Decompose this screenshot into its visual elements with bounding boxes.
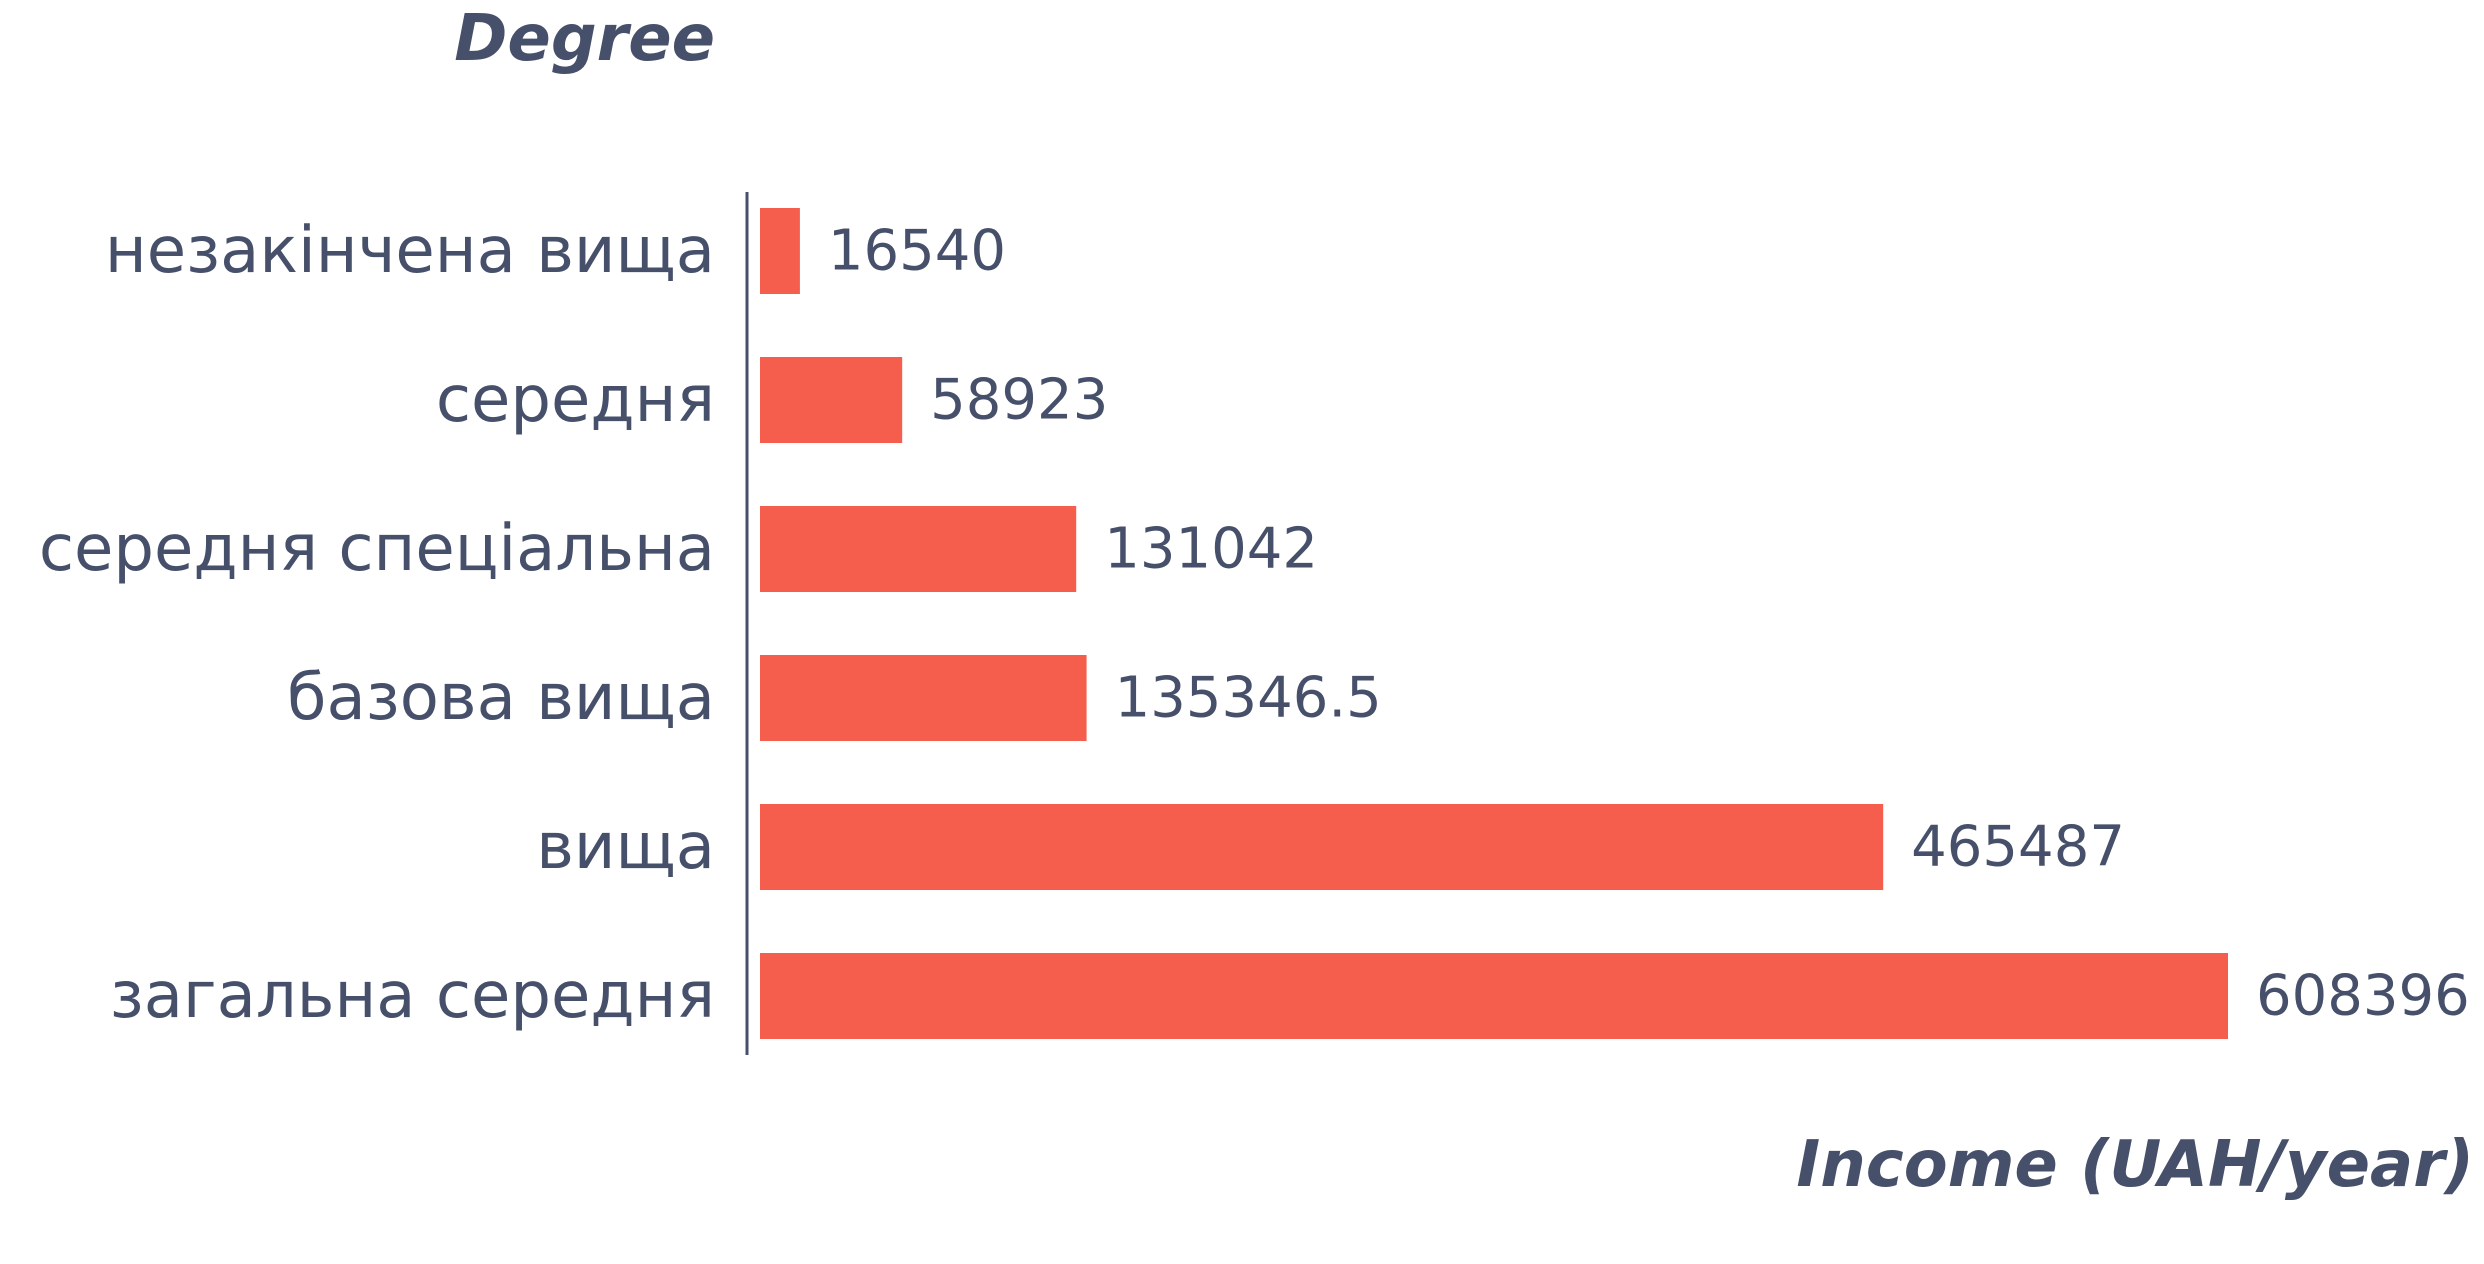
- bar: [760, 506, 1077, 592]
- value-label: 131042: [1104, 517, 1318, 582]
- value-label: 58923: [930, 368, 1108, 433]
- category-label: вища: [536, 810, 715, 884]
- category-label: базова вища: [287, 661, 715, 735]
- bar: [760, 357, 903, 443]
- bar: [760, 804, 1884, 890]
- bars-group: незакінчена вища 16540 середня 58923 середня…: [39, 208, 2470, 1039]
- category-label: незакінчена вища: [105, 214, 715, 288]
- value-label: 465487: [1911, 815, 2125, 880]
- x-axis-title: Income (UAH/year): [1796, 1128, 2474, 1202]
- value-label: 608396: [2256, 964, 2470, 1029]
- category-label: середня: [436, 363, 715, 437]
- y-axis-title: Degree: [454, 2, 715, 76]
- category-label: середня спеціальна: [39, 512, 715, 586]
- bar: [760, 208, 800, 294]
- value-label: 16540: [828, 219, 1006, 284]
- category-label: загальна середня: [110, 959, 715, 1033]
- value-label: 135346.5: [1115, 666, 1382, 731]
- bar: [760, 655, 1087, 741]
- bar: [760, 953, 2228, 1039]
